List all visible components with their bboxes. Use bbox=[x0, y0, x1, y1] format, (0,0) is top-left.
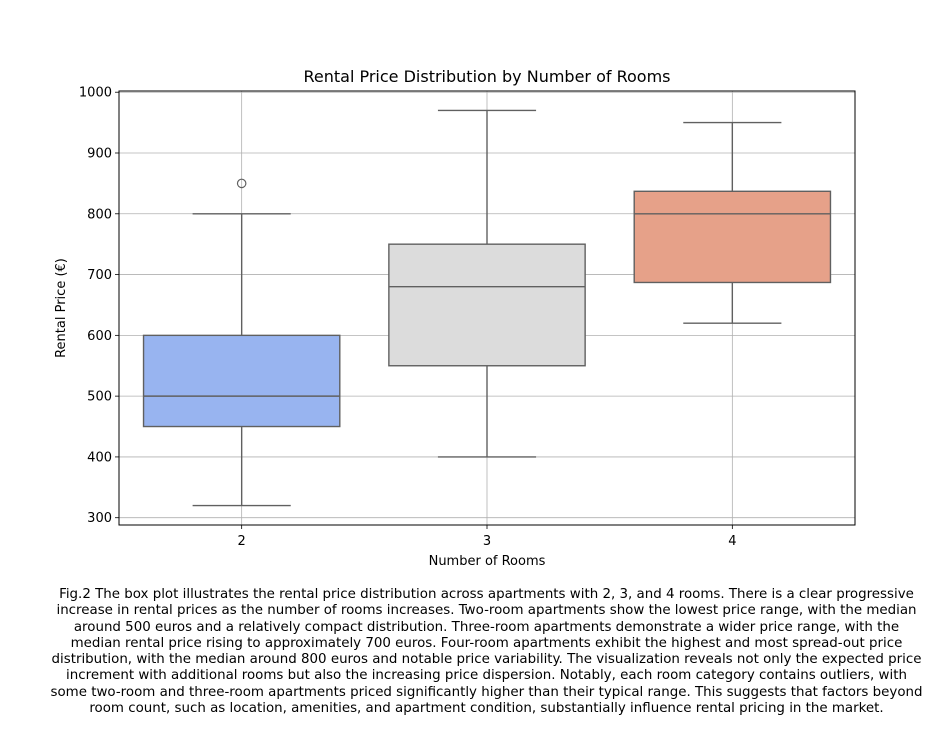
y-tick-label: 700 bbox=[87, 268, 112, 283]
y-tick-label: 900 bbox=[87, 147, 112, 162]
y-axis-ticks: 300 400 500 600 700 800 900 1000 bbox=[79, 86, 119, 526]
y-axis-label: Rental Price (€) bbox=[54, 258, 69, 358]
iqr-box bbox=[388, 243, 586, 367]
x-axis-label: Number of Rooms bbox=[429, 554, 546, 569]
y-tick-label: 500 bbox=[87, 390, 112, 405]
outlier-point bbox=[236, 178, 247, 189]
y-tick-label: 800 bbox=[87, 207, 112, 222]
box-4-rooms bbox=[633, 121, 832, 324]
y-tick-label: 300 bbox=[87, 511, 112, 526]
box-series bbox=[142, 109, 832, 507]
x-tick-label: 2 bbox=[238, 534, 246, 549]
chart-title: Rental Price Distribution by Number of R… bbox=[303, 67, 670, 86]
figure-caption: Fig.2 The box plot illustrates the renta… bbox=[50, 587, 923, 717]
iqr-box bbox=[633, 190, 832, 284]
box-2-rooms bbox=[142, 178, 341, 507]
y-tick-label: 400 bbox=[87, 450, 112, 465]
x-tick-label: 4 bbox=[728, 534, 736, 549]
y-tick-label: 600 bbox=[87, 329, 112, 344]
y-tick-label: 1000 bbox=[79, 86, 112, 101]
x-axis-ticks: 2 3 4 bbox=[238, 525, 736, 549]
iqr-box bbox=[142, 334, 341, 428]
box-3-rooms bbox=[388, 109, 586, 458]
box-plot-chart: Rental Price Distribution by Number of R… bbox=[54, 67, 856, 569]
x-tick-label: 3 bbox=[483, 534, 491, 549]
